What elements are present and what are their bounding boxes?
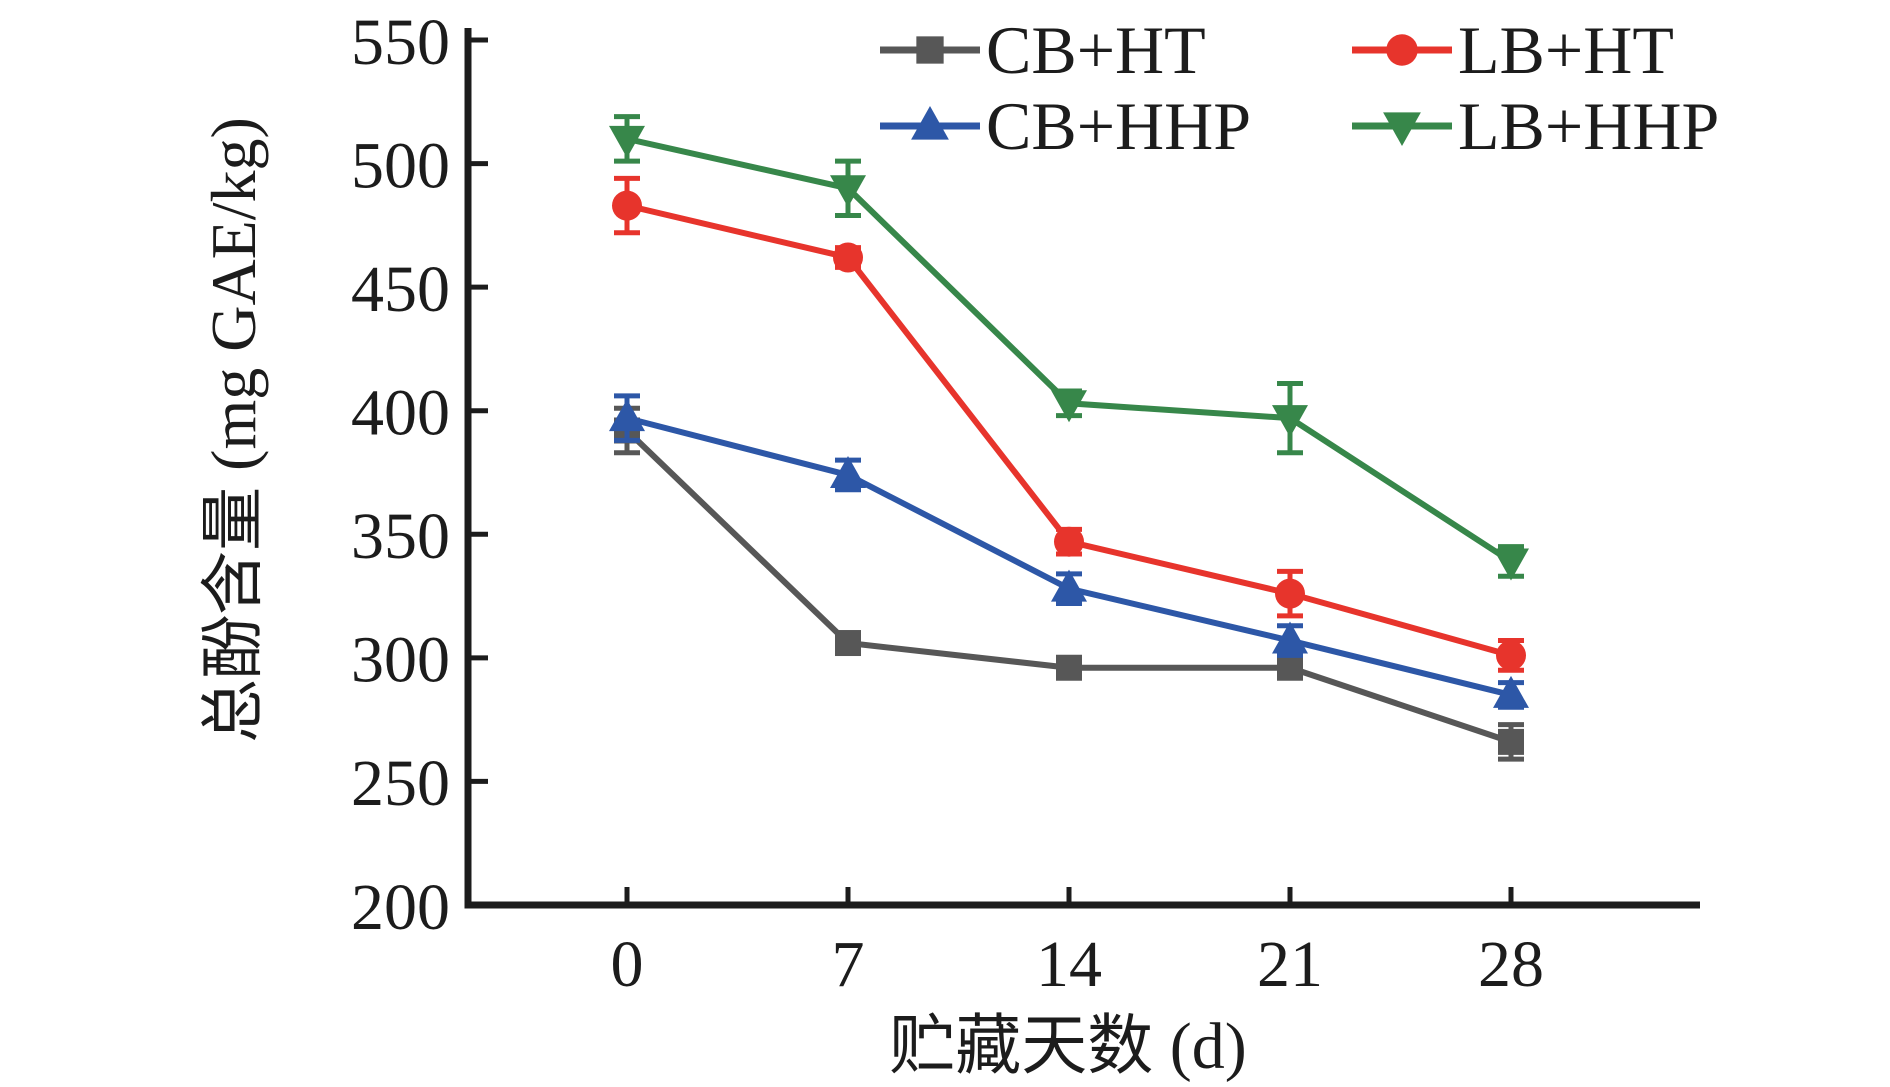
triangle-down-marker [1272, 405, 1308, 438]
y-tick-label: 500 [351, 129, 450, 202]
y-tick-label: 300 [351, 624, 450, 697]
legend-item-CB+HHP: CB+HHP [880, 88, 1352, 164]
triangle-up-legend-sample [880, 106, 980, 140]
triangle-up-marker [911, 106, 949, 140]
circle-marker [833, 242, 863, 273]
square-marker [835, 630, 861, 657]
series-line [626, 135, 1513, 564]
triangle-down-marker [1051, 390, 1087, 423]
triangle-up-marker [1493, 675, 1529, 708]
y-tick-label: 550 [351, 6, 450, 79]
x-tick-label: 7 [832, 928, 865, 1001]
x-tick-label: 21 [1257, 928, 1323, 1001]
y-axis-title: 总酚含量 (mg GAE/kg) [198, 117, 269, 743]
y-tick-label: 250 [351, 747, 450, 820]
square-marker [1498, 728, 1524, 755]
y-tick-label: 200 [351, 871, 450, 944]
legend-label: LB+HT [1458, 12, 1674, 88]
series-LB+HHP [609, 114, 1529, 581]
circle-marker [612, 190, 642, 221]
series-LB+HT [612, 175, 1526, 673]
legend-item-CB+HT: CB+HT [880, 12, 1352, 88]
triangle-up-marker [1051, 569, 1087, 602]
legend-item-LB+HT: LB+HT [1352, 12, 1719, 88]
triangle-down-marker [1493, 548, 1529, 581]
x-tick-label: 0 [611, 928, 644, 1001]
square-legend-sample [880, 36, 980, 64]
triangle-up-marker [609, 399, 645, 432]
legend: CB+HT LB+HT CB+HHP LB+HHP [880, 12, 1719, 164]
legend-item-LB+HHP: LB+HHP [1352, 88, 1719, 164]
circle-marker [1496, 640, 1526, 671]
triangle-down-marker [609, 125, 645, 158]
x-tick-label: 14 [1036, 928, 1102, 1001]
circle-marker [1054, 526, 1084, 557]
series-CB+HHP [609, 393, 1529, 710]
y-tick-label: 400 [351, 376, 450, 449]
triangle-up-marker [830, 455, 866, 488]
triangle-down-legend-sample [1352, 112, 1452, 146]
triangle-down-marker [1383, 112, 1421, 146]
circle-legend-sample [1352, 34, 1452, 66]
triangle-down-marker [830, 175, 866, 208]
x-tick-label: 28 [1478, 928, 1544, 1001]
x-axis-title: 贮藏天数 (d) [889, 1010, 1247, 1083]
legend-label: CB+HT [986, 12, 1206, 88]
square-marker [916, 36, 944, 64]
circle-marker [1386, 34, 1418, 66]
triangle-up-marker [1272, 621, 1308, 654]
y-tick-label: 350 [351, 500, 450, 573]
legend-label: LB+HHP [1458, 88, 1720, 164]
square-marker [1056, 654, 1082, 681]
circle-marker [1275, 578, 1305, 609]
square-marker [1277, 654, 1303, 681]
y-tick-label: 450 [351, 253, 450, 326]
legend-label: CB+HHP [986, 88, 1252, 164]
